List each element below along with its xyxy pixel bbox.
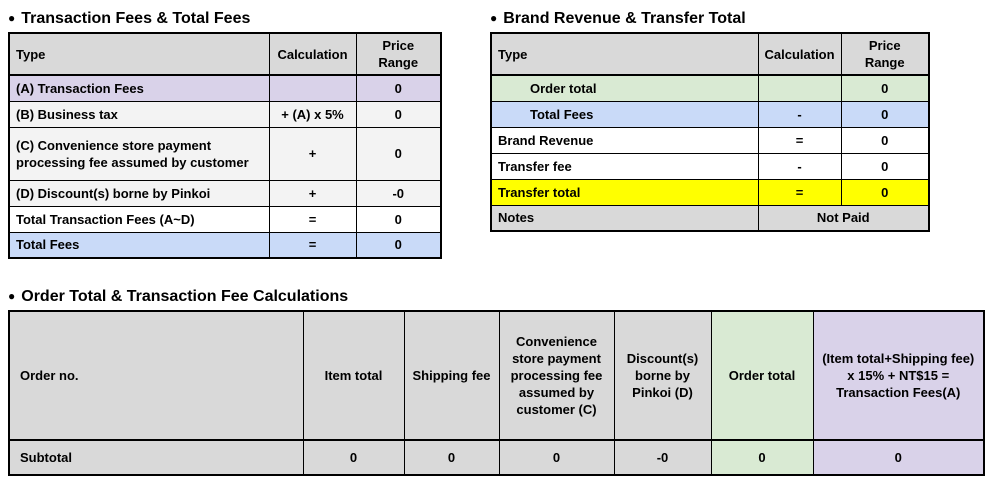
header-calculation: Calculation [268,32,357,76]
header-convenience-fee: Convenience store payment processing fee… [498,310,615,441]
header-row: Type Calculation Price Range [8,32,442,76]
brand-revenue-section: ● Brand Revenue & Transfer Total Type Cal… [490,4,930,232]
row-calculation: = [757,126,842,154]
row-label: Total Fees [490,100,759,128]
row-price: 0 [840,178,930,206]
brand-revenue-title: ● Brand Revenue & Transfer Total [490,4,928,32]
row-calculation: - [757,100,842,128]
subtotal-row: Subtotal 0 0 0 -0 0 0 [8,439,985,476]
row-calculation: + [268,179,357,207]
order-calculations-section: ● Order Total & Transaction Fee Calculati… [8,282,985,476]
row-price: 0 [840,74,930,102]
table-row: (C) Convenience store payment processing… [8,126,442,181]
row-label: Order total [490,74,759,102]
subtotal-shipping-fee: 0 [403,439,500,476]
row-price: 0 [355,205,442,233]
header-row: Type Calculation Price Range [490,32,930,76]
section-title-text: Order Total & Transaction Fee Calculatio… [21,288,349,305]
table-row: (D) Discount(s) borne by Pinkoi + -0 [8,179,442,207]
subtotal-order-total: 0 [710,439,814,476]
header-row: Order no. Item total Shipping fee Conven… [8,310,985,441]
transaction-fees-title: ● Transaction Fees & Total Fees [8,4,440,32]
table-row: Transfer fee - 0 [490,152,930,180]
row-label: (A) Transaction Fees [8,74,270,102]
bullet-icon: ● [8,289,16,303]
row-label: (C) Convenience store payment processing… [8,126,270,181]
row-label: Total Transaction Fees (A~D) [8,205,270,233]
row-price: -0 [355,179,442,207]
row-calculation: = [757,178,842,206]
row-calculation [268,74,357,102]
header-type: Type [490,32,759,76]
table-row: (A) Transaction Fees 0 [8,74,442,102]
row-price: 0 [355,100,442,128]
order-calculations-title: ● Order Total & Transaction Fee Calculati… [8,282,983,310]
bullet-icon: ● [8,11,16,25]
table-row: Order total 0 [490,74,930,102]
brand-revenue-table: Type Calculation Price Range Order total… [490,32,930,232]
row-calculation: + [268,126,357,181]
notes-row: Notes Not Paid [490,204,930,232]
row-calculation: = [268,231,357,259]
bullet-icon: ● [490,11,498,25]
header-price-range: Price Range [840,32,930,76]
table-row: (B) Business tax + (A) x 5% 0 [8,100,442,128]
row-price: 0 [840,152,930,180]
row-calculation: + (A) x 5% [268,100,357,128]
row-price: 0 [840,126,930,154]
table-row: Brand Revenue = 0 [490,126,930,154]
notes-label: Notes [490,204,759,232]
header-shipping-fee: Shipping fee [403,310,500,441]
table-row: Total Fees = 0 [8,231,442,259]
row-price: 0 [355,74,442,102]
notes-value: Not Paid [757,204,930,232]
table-row: Total Fees - 0 [490,100,930,128]
subtotal-item-total: 0 [302,439,405,476]
table-row: Total Transaction Fees (A~D) = 0 [8,205,442,233]
row-price: 0 [840,100,930,128]
subtotal-convenience-fee: 0 [498,439,615,476]
subtotal-discounts: -0 [613,439,712,476]
header-price-range: Price Range [355,32,442,76]
row-label: Brand Revenue [490,126,759,154]
transaction-fees-section: ● Transaction Fees & Total Fees Type Calc… [8,4,442,259]
subtotal-transaction-fees: 0 [812,439,985,476]
subtotal-label: Subtotal [8,439,304,476]
row-calculation: = [268,205,357,233]
header-order-no: Order no. [8,310,304,441]
order-calculations-table: Order no. Item total Shipping fee Conven… [8,310,985,476]
row-calculation: - [757,152,842,180]
row-label: Transfer fee [490,152,759,180]
row-price: 0 [355,126,442,181]
table-row: Transfer total = 0 [490,178,930,206]
row-calculation [757,74,842,102]
transaction-fees-table: Type Calculation Price Range (A) Transac… [8,32,442,259]
section-title-text: Brand Revenue & Transfer Total [503,10,746,27]
row-label: (D) Discount(s) borne by Pinkoi [8,179,270,207]
header-discounts: Discount(s) borne by Pinkoi (D) [613,310,712,441]
row-price: 0 [355,231,442,259]
section-title-text: Transaction Fees & Total Fees [21,10,251,27]
header-item-total: Item total [302,310,405,441]
header-order-total: Order total [710,310,814,441]
row-label: Transfer total [490,178,759,206]
header-calculation: Calculation [757,32,842,76]
row-label: (B) Business tax [8,100,270,128]
row-label: Total Fees [8,231,270,259]
header-type: Type [8,32,270,76]
header-transaction-fee-formula: (Item total+Shipping fee) x 15% + NT$15 … [812,310,985,441]
